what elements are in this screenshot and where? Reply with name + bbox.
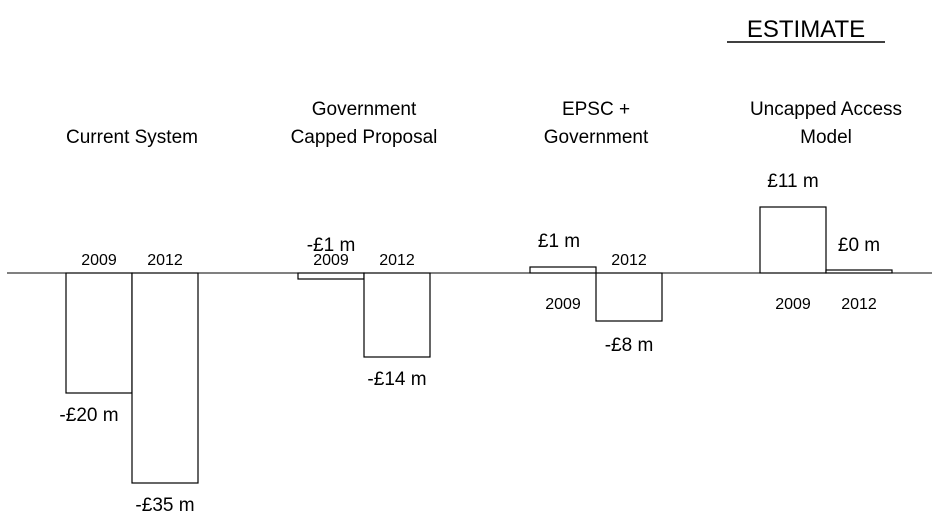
value-label-government-capped-proposal-2009: -£1 m	[307, 235, 356, 256]
group-label-current-system: Current System	[66, 127, 198, 148]
group-label-epsc-government-line-2: Government	[544, 127, 649, 148]
year-label-government-capped-proposal-2012: 2012	[379, 252, 415, 269]
value-label-uncapped-access-model-2009: £11 m	[767, 171, 818, 192]
bar-current-system-2009	[65, 272, 133, 394]
value-label-epsc-government-2012: -£8 m	[605, 335, 654, 356]
year-label-uncapped-access-model-2012: 2012	[841, 296, 877, 313]
group-label-uncapped-access-model-line-1: Uncapped Access	[750, 99, 902, 120]
value-label-uncapped-access-model-2012: £0 m	[838, 235, 880, 256]
value-label-epsc-government-2009: £1 m	[538, 231, 580, 252]
bar-uncapped-access-model-2009	[759, 206, 827, 274]
group-label-uncapped-access-model-line-2: Model	[800, 127, 852, 148]
bar-epsc-government-2009	[529, 266, 597, 274]
value-label-government-capped-proposal-2012: -£14 m	[367, 369, 426, 390]
bar-government-capped-proposal-2012	[363, 272, 431, 358]
year-label-current-system-2009: 2009	[81, 252, 117, 269]
year-label-government-capped-proposal-2009: 2009	[313, 252, 349, 269]
value-label-current-system-2009: -£20 m	[59, 405, 118, 426]
bar-uncapped-access-model-2012	[825, 269, 893, 274]
group-label-government-capped-proposal-line-2: Capped Proposal	[291, 127, 438, 148]
bar-current-system-2012	[131, 272, 199, 484]
year-label-current-system-2012: 2012	[147, 252, 183, 269]
year-label-uncapped-access-model-2009: 2009	[775, 296, 811, 313]
year-label-epsc-government-2009: 2009	[545, 296, 581, 313]
bar-epsc-government-2012	[595, 272, 663, 322]
bar-government-capped-proposal-2009	[297, 272, 365, 280]
group-label-epsc-government-line-1: EPSC +	[562, 99, 630, 120]
group-label-government-capped-proposal-line-1: Government	[312, 99, 417, 120]
estimate-label: ESTIMATE	[747, 16, 865, 43]
value-label-current-system-2012: -£35 m	[135, 495, 194, 515]
year-label-epsc-government-2012: 2012	[611, 252, 647, 269]
